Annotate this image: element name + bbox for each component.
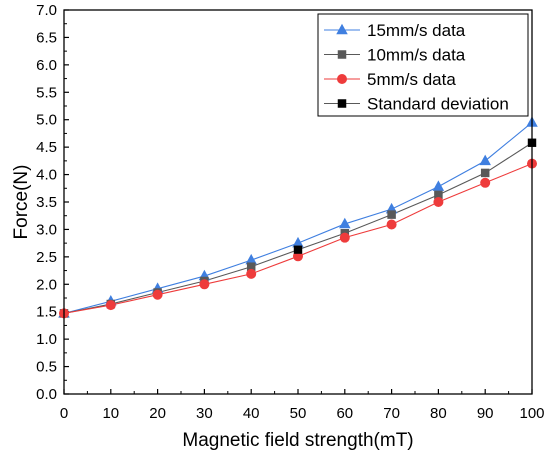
- data-point: [246, 268, 257, 279]
- legend-marker: [337, 50, 347, 59]
- data-point: [152, 289, 163, 300]
- y-tick-label: 2.5: [36, 249, 57, 266]
- legend-marker: [337, 74, 347, 84]
- std-dev-point: [293, 245, 303, 254]
- data-point: [339, 217, 351, 229]
- y-tick-label: 5.5: [36, 84, 57, 101]
- y-tick-label: 6.0: [36, 57, 57, 74]
- y-tick-label: 1.0: [36, 331, 57, 348]
- data-point: [480, 168, 490, 178]
- data-point: [386, 219, 397, 230]
- data-point: [292, 236, 304, 248]
- legend-box: [317, 13, 529, 117]
- x-tick-label: 60: [336, 405, 353, 422]
- data-series: [58, 116, 538, 319]
- data-point: [433, 197, 444, 207]
- data-point: [432, 180, 445, 191]
- x-axis-title: Magnetic field strength(mT): [182, 430, 413, 451]
- data-point: [387, 210, 396, 219]
- x-tick-label: 90: [477, 405, 494, 422]
- y-tick-label: 5.0: [36, 112, 57, 129]
- y-tick-label: 6.5: [36, 29, 57, 46]
- y-tick-label: 3.0: [36, 221, 57, 238]
- plot-frame: [63, 9, 533, 395]
- legend-marker: [337, 99, 347, 108]
- y-tick-label: 0.5: [36, 359, 57, 376]
- data-point: [434, 190, 443, 200]
- x-tick-label: 10: [102, 405, 119, 422]
- y-tick-label: 7.0: [36, 2, 57, 19]
- y-tick-label: 3.5: [36, 194, 57, 211]
- legend-label: Standard deviation: [367, 95, 509, 114]
- tick-labels: 0 10 20 30 40 50 60 70 80 90 100 0.0 0.5 1.0 1.5 2.0 2.5…: [36, 2, 544, 422]
- data-point: [479, 154, 491, 166]
- y-tick-label: 4.5: [36, 139, 57, 156]
- legend-marker: [336, 23, 348, 35]
- legend-label: 5mm/s data: [367, 70, 456, 89]
- data-point: [105, 300, 116, 311]
- x-tick-label: 70: [383, 405, 400, 422]
- y-tick-label: 2.0: [36, 276, 57, 293]
- data-point: [293, 251, 303, 262]
- x-tick-label: 80: [430, 405, 447, 422]
- series-line: [63, 122, 533, 314]
- x-tick-label: 40: [243, 405, 260, 422]
- y-tick-label: 0.0: [36, 386, 57, 403]
- data-point: [246, 262, 256, 271]
- legend: 15mm/s data 10mm/s data 5mm/s data Standar…: [317, 13, 529, 117]
- y-axis-title: Force(N): [11, 165, 32, 240]
- x-tick-label: 20: [149, 405, 166, 422]
- data-point: [480, 177, 491, 188]
- data-point: [199, 279, 210, 290]
- x-tick-label: 0: [60, 405, 68, 422]
- data-point: [245, 253, 257, 265]
- series-line: [63, 142, 533, 314]
- y-tick-label: 4.0: [36, 167, 57, 184]
- legend-label: 10mm/s data: [367, 46, 466, 65]
- x-tick-label: 50: [290, 405, 307, 422]
- legend-label: 15mm/s data: [367, 21, 466, 40]
- x-tick-label: 30: [196, 405, 213, 422]
- x-tick-label: 100: [519, 405, 544, 422]
- y-tick-label: 1.5: [36, 304, 57, 321]
- data-point: [339, 232, 350, 243]
